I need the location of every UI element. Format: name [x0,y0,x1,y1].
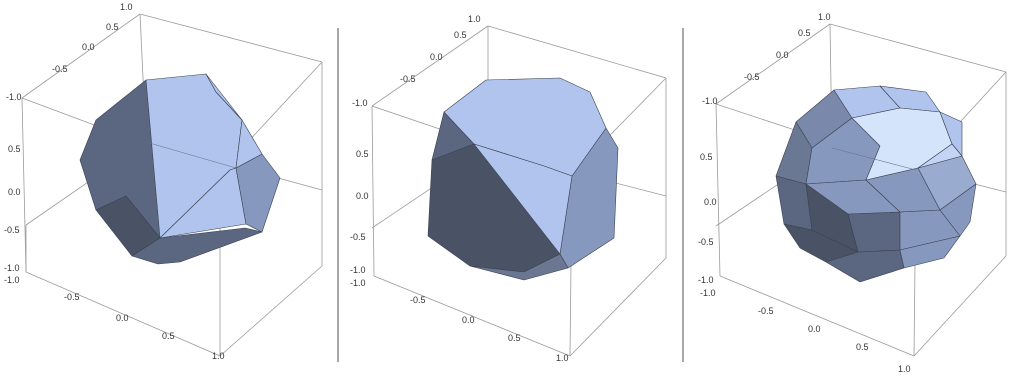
polyhedron-truncated-cube [427,77,619,281]
tick-label: -0.5 [400,74,416,84]
tick-label: 0.0 [704,197,717,207]
panel-1: 1.0 0.5 0.0 -0.5 -1.0 0.5 0.0 -0.5 -1.0 … [4,2,323,361]
tick-label: 1.0 [212,351,225,361]
tick-label: -1.0 [6,92,22,102]
tick-label: -1.0 [4,263,20,273]
tick-labels: 1.0 0.5 0.0 -0.5 -1.0 0.5 0.0 -0.5 -1.0 … [698,12,911,374]
tick-label: -1.0 [352,98,368,108]
tick-label: 0.5 [798,28,811,38]
tick-label: -0.5 [744,72,760,82]
tick-label: 0.0 [430,52,443,62]
tick-label: -0.5 [410,295,426,305]
tick-label: 0.0 [8,187,21,197]
face [899,235,961,269]
tick-label: 0.5 [356,149,369,159]
tick-label: 1.0 [120,2,133,12]
tick-label: 0.5 [856,342,869,352]
tick-label: 0.0 [808,324,821,334]
tick-label: -1.0 [698,275,714,285]
tick-label: 1.0 [468,14,481,24]
tick-labels: 1.0 0.5 0.0 -0.5 -1.0 0.5 0.0 -0.5 -1.0 … [350,14,569,363]
tick-label: 1.0 [556,353,569,363]
tick-label: 0.0 [356,191,369,201]
tick-label: -1.0 [350,278,366,288]
tick-label: -0.5 [4,225,20,235]
tick-label: -0.5 [64,292,80,302]
tick-label: -1.0 [702,96,718,106]
tick-label: 0.5 [162,331,175,341]
tick-label: -0.5 [52,64,68,74]
tick-label: -0.5 [698,237,714,247]
tick-label: 0.0 [116,313,129,323]
tick-label: 0.5 [8,144,21,154]
panel-3: 1.0 0.5 0.0 -0.5 -1.0 0.5 0.0 -0.5 -1.0 … [698,12,1007,374]
polyhedron-truncated-octahedron [79,73,281,265]
tick-label: 0.5 [700,152,713,162]
face [917,143,963,169]
tick-label: -0.5 [758,306,774,316]
tick-label: 0.5 [454,30,467,40]
tick-label: 1.0 [818,12,831,22]
tick-label: 0.0 [776,50,789,60]
face [473,143,573,255]
tick-label: -0.5 [350,232,366,242]
tick-label: 0.0 [82,42,95,52]
face [939,183,977,237]
tick-label: -1.0 [350,265,366,275]
tick-label: 1.0 [898,364,911,374]
tick-label: 0.5 [508,333,521,343]
panel-2: 1.0 0.5 0.0 -0.5 -1.0 0.5 0.0 -0.5 -1.0 … [350,14,667,363]
polyhedron-truncated-cuboctahedron [775,85,977,283]
tick-label: 0.5 [106,22,119,32]
tick-label: -1.0 [4,275,20,285]
tick-label: 0.0 [462,315,475,325]
face [205,73,263,169]
face [469,253,569,281]
tick-labels: 1.0 0.5 0.0 -0.5 -1.0 0.5 0.0 -0.5 -1.0 … [4,2,225,361]
tick-label: -1.0 [700,288,716,298]
